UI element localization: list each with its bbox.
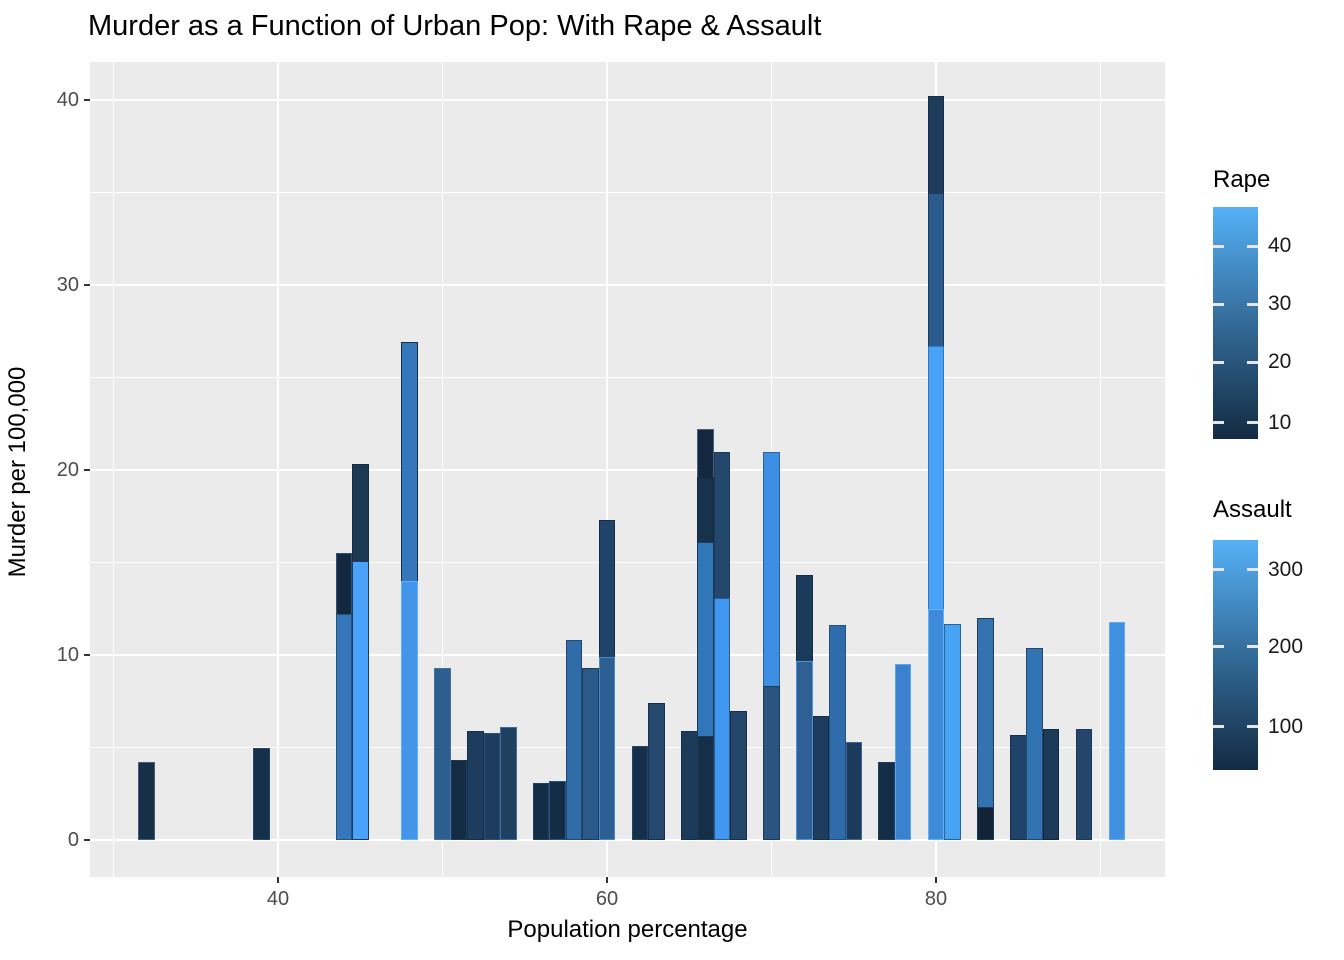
bar-segment — [582, 667, 599, 840]
bar-segment — [500, 727, 517, 840]
legend-tick-label: 200 — [1268, 634, 1304, 658]
bar-segment — [829, 625, 846, 840]
legend-tick-dash — [1213, 360, 1224, 364]
bar-segment — [401, 581, 418, 840]
x-tick-mark — [276, 877, 280, 883]
gridline-minor-y — [90, 746, 1165, 749]
bar-segment — [648, 703, 665, 840]
bar-segment — [483, 732, 501, 840]
bar-segment — [138, 762, 155, 840]
bar-segment — [796, 660, 813, 840]
y-tick-label: 40 — [56, 89, 79, 111]
y-tick-label: 30 — [56, 274, 79, 296]
legend-title-assault: Assault — [1213, 496, 1292, 523]
bar-segment — [631, 745, 649, 840]
bar-segment — [450, 760, 468, 840]
bar-segment — [713, 597, 731, 840]
gridline-major-y — [90, 653, 1165, 657]
x-tick-mark — [605, 877, 609, 883]
y-tick-label: 0 — [67, 829, 79, 851]
y-tick-mark — [84, 838, 90, 842]
legend-tick-dash — [1247, 421, 1258, 425]
bar-segment — [565, 640, 583, 840]
bar-segment — [1026, 647, 1043, 840]
bar-segment — [598, 656, 616, 840]
bar-segment — [894, 664, 912, 840]
legend-tick-label: 300 — [1268, 557, 1304, 581]
legend-gradient-rape — [1213, 207, 1258, 439]
bar-segment — [977, 806, 994, 840]
y-tick-label: 10 — [56, 644, 79, 666]
gridline-major-y — [90, 838, 1165, 842]
bar-segment — [927, 608, 945, 840]
y-tick-mark — [84, 283, 90, 287]
x-tick-label: 60 — [595, 888, 619, 910]
bar-segment — [1010, 734, 1027, 840]
bar-segment — [352, 560, 369, 840]
gridline-major-x — [605, 62, 609, 877]
gridline-major-y — [90, 98, 1165, 102]
bar-segment — [697, 736, 714, 840]
legend-tick-label: 30 — [1268, 292, 1292, 316]
bar-segment — [1042, 729, 1060, 840]
gridline-major-x — [276, 62, 280, 877]
legend-tick-dash — [1213, 725, 1224, 729]
legend-tick-dash — [1247, 244, 1258, 248]
bar-segment — [549, 780, 566, 840]
legend-tick-dash — [1213, 568, 1224, 572]
x-tick-label: 80 — [924, 888, 948, 910]
plot-panel — [90, 62, 1165, 877]
bar-segment — [253, 747, 270, 840]
legend-tick-label: 40 — [1268, 234, 1292, 258]
legend-tick-dash — [1247, 360, 1258, 364]
bar-segment — [681, 730, 698, 840]
bar-segment — [763, 686, 780, 840]
x-axis-title: Population percentage — [507, 916, 748, 943]
legend-tick-dash — [1247, 725, 1258, 729]
legend-title-rape: Rape — [1213, 166, 1271, 193]
x-tick-mark — [934, 877, 938, 883]
bar-segment — [878, 762, 895, 840]
legend-tick-dash — [1247, 302, 1258, 306]
legend-tick-label: 10 — [1268, 410, 1292, 434]
bar-segment — [1108, 621, 1126, 840]
y-axis-title: Murder per 100,000 — [4, 366, 31, 578]
bar-segment — [812, 716, 830, 840]
x-tick-label: 40 — [266, 888, 290, 910]
legend-tick-label: 100 — [1268, 714, 1304, 738]
y-tick-mark — [84, 98, 90, 102]
legend-tick-dash — [1247, 645, 1258, 649]
bar-segment — [335, 614, 353, 840]
gridline-major-y — [90, 283, 1165, 287]
chart-title: Murder as a Function of Urban Pop: With … — [88, 10, 822, 42]
legend-tick-dash — [1213, 244, 1224, 248]
gridline-minor-y — [90, 561, 1165, 564]
bar-segment — [467, 730, 484, 840]
bar-segment — [944, 623, 961, 840]
legend-tick-dash — [1247, 568, 1258, 572]
y-tick-mark — [84, 468, 90, 472]
bar-segment — [1075, 729, 1093, 840]
legend-gradient-assault — [1213, 540, 1258, 770]
legend-tick-dash — [1213, 645, 1224, 649]
gridline-major-y — [90, 468, 1165, 472]
gridline-minor-y — [90, 191, 1165, 194]
legend-tick-dash — [1213, 421, 1224, 425]
legend-tick-dash — [1213, 302, 1224, 306]
legend-tick-label: 20 — [1268, 350, 1292, 374]
bar-segment — [730, 710, 747, 840]
bar-segment — [532, 782, 550, 840]
bar-segment — [434, 667, 451, 840]
gridline-minor-y — [90, 376, 1165, 379]
y-tick-mark — [84, 653, 90, 657]
bar-segment — [845, 741, 862, 840]
y-tick-label: 20 — [56, 459, 79, 481]
